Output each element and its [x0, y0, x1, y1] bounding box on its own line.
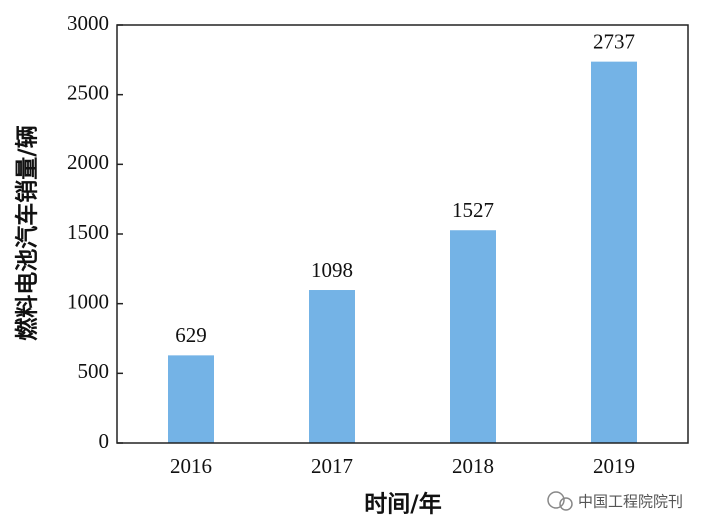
y-tick-label: 0 [99, 429, 110, 453]
value-label: 2737 [593, 29, 635, 53]
y-tick-label: 2000 [67, 150, 109, 174]
watermark: 中国工程院院刊 [578, 493, 683, 511]
x-tick-label: 2019 [593, 454, 635, 478]
value-label: 1527 [452, 198, 494, 222]
value-label: 629 [175, 323, 207, 347]
x-tick-label: 2017 [311, 454, 353, 478]
bar [168, 355, 214, 443]
bar [591, 61, 637, 444]
y-tick-label: 3000 [67, 11, 109, 35]
y-axis-title: 燃料电池汽车销量/辆 [14, 125, 41, 340]
y-tick-label: 500 [78, 359, 110, 383]
x-axis-title: 时间/年 [364, 491, 441, 518]
value-label: 1098 [311, 258, 353, 282]
x-tick-label: 2018 [452, 454, 494, 478]
y-tick-label: 1000 [67, 289, 109, 313]
x-tick-label: 2016 [170, 454, 212, 478]
bar [309, 290, 355, 443]
watermark-icon [547, 491, 573, 511]
bar [450, 230, 496, 443]
plot-frame [116, 24, 689, 444]
y-tick-label: 1500 [67, 220, 109, 244]
y-tick-label: 2500 [67, 80, 109, 104]
